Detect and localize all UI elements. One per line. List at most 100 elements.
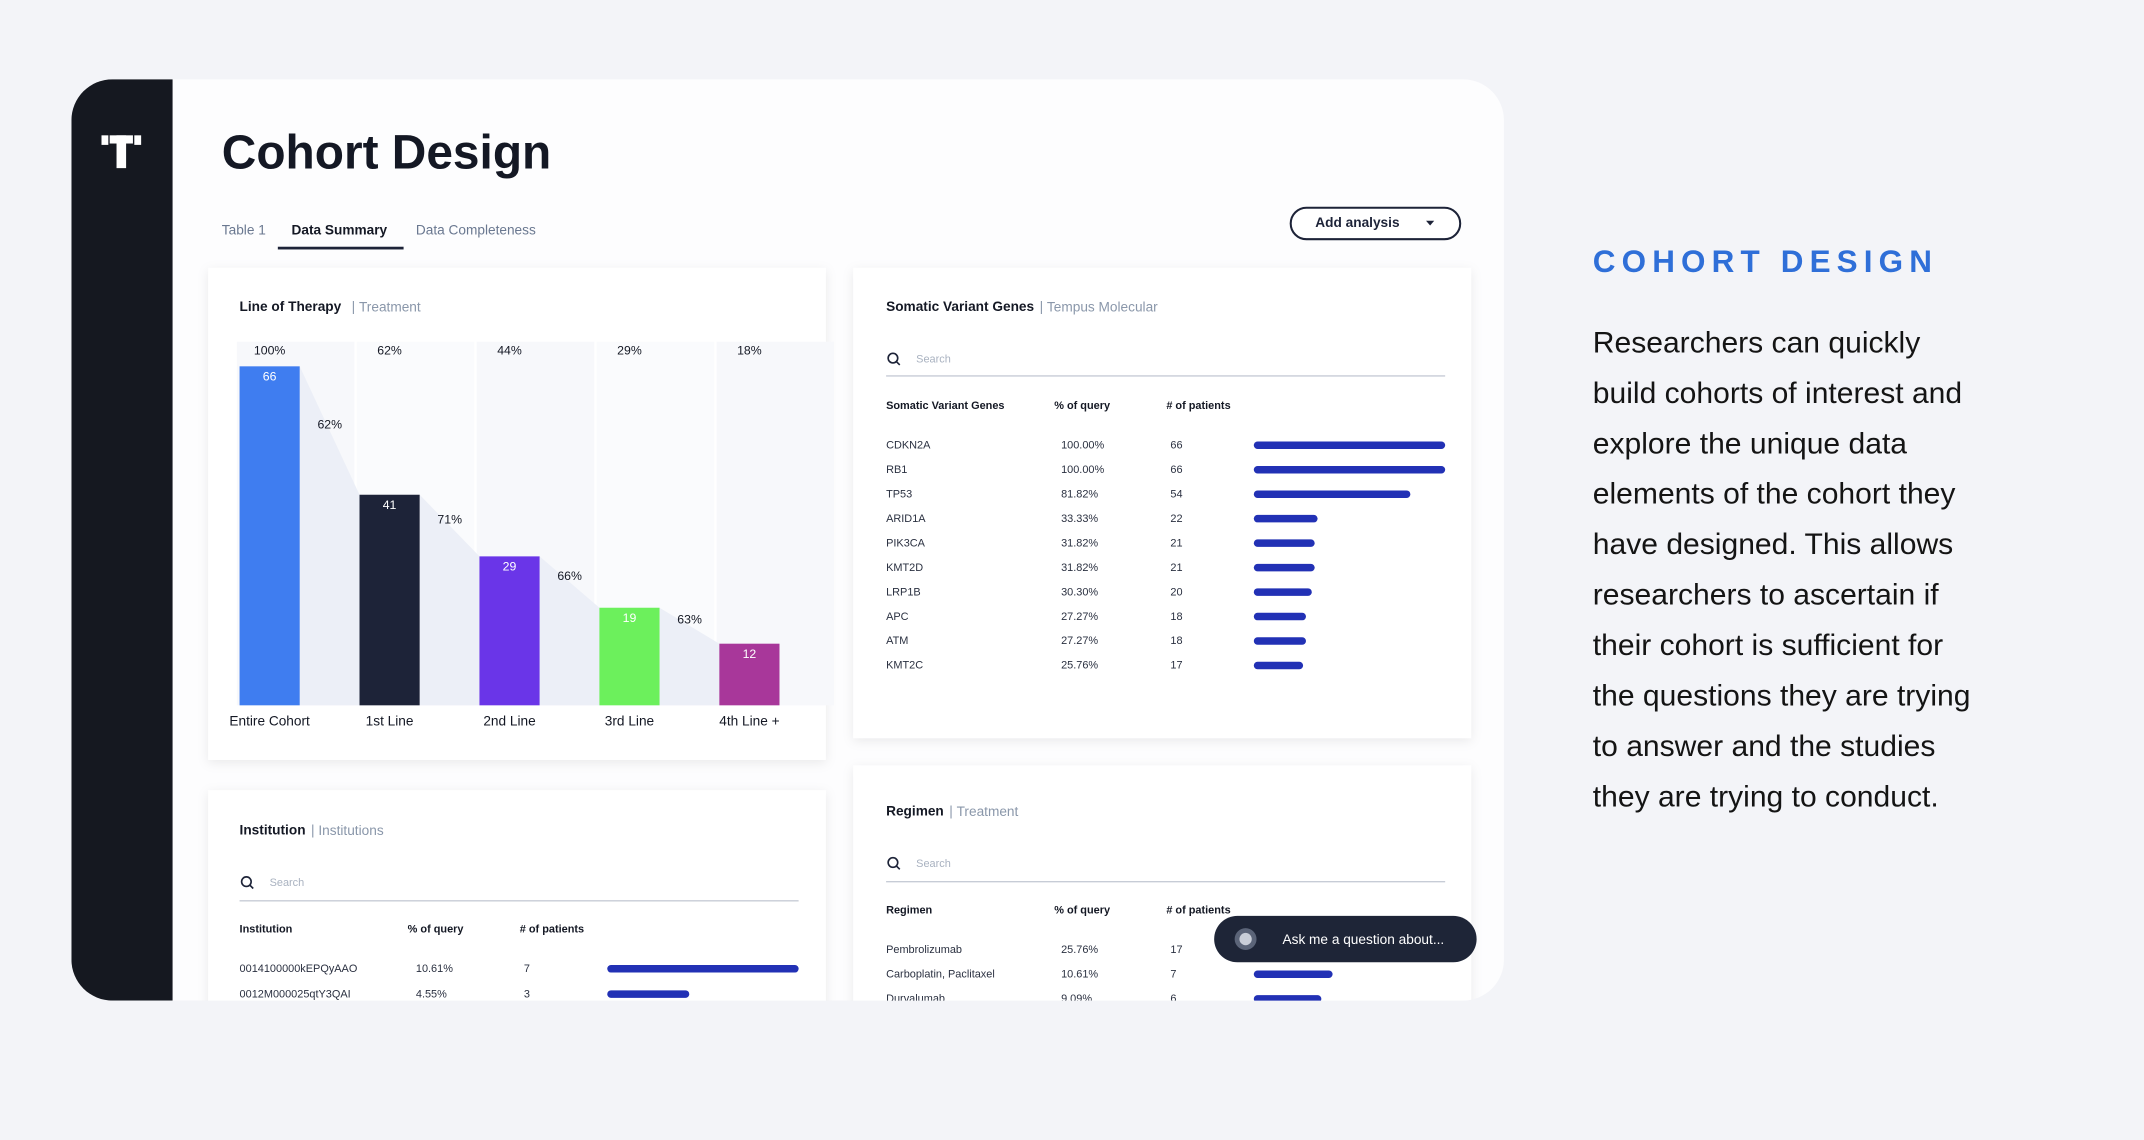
page-title: Cohort Design (222, 126, 551, 179)
bar (719, 643, 780, 706)
button-label[interactable]: Add analysis (1315, 215, 1400, 230)
table-cell: 6 (1170, 993, 1176, 1005)
x-tick-label: 1st Line (366, 713, 414, 728)
table-cell: 31.82% (1061, 537, 1098, 549)
drop-area (539, 556, 600, 706)
table-cell: 22 (1170, 513, 1182, 525)
table-cell: 66 (1170, 464, 1182, 476)
patients-bar (1253, 588, 1312, 596)
table-cell: ATM (886, 635, 908, 647)
column-header: Institution (240, 923, 293, 935)
panel (853, 267, 1472, 739)
x-tick-label: 3rd Line (605, 713, 654, 728)
add-analysis-button[interactable]: Add analysis (1289, 206, 1462, 241)
search-placeholder[interactable]: Search (916, 858, 951, 870)
table-cell: 4.55% (416, 988, 447, 1000)
tab[interactable]: Data Completeness (416, 223, 536, 238)
bar (359, 494, 420, 706)
retention-label: 66% (557, 569, 582, 583)
table-cell: KMT2C (886, 660, 923, 672)
bar-value-label: 19 (623, 611, 637, 625)
patients-bar (607, 965, 799, 973)
table-cell: 18 (1170, 611, 1182, 623)
column-header: % of query (1054, 904, 1111, 916)
table-cell: 27.27% (1061, 635, 1098, 647)
bar-value-label: 29 (503, 560, 517, 574)
bar (479, 556, 540, 706)
x-tick-label: Entire Cohort (229, 713, 310, 728)
patients-bar (1253, 612, 1306, 621)
logo (101, 135, 142, 169)
table-cell: 30.30% (1061, 586, 1098, 598)
table-cell: 17 (1170, 660, 1182, 672)
tab[interactable]: Table 1 (222, 223, 266, 238)
table-cell: 0014100000kEPQyAAO (240, 963, 358, 975)
table-cell: 7 (524, 963, 530, 975)
table-cell: 27.27% (1061, 611, 1098, 623)
search-icon-handle[interactable] (249, 884, 254, 890)
search-placeholder[interactable]: Search (270, 877, 305, 889)
table-cell: 54 (1170, 488, 1182, 500)
search-icon[interactable] (887, 856, 899, 869)
bar-value-label: 66 (263, 370, 277, 384)
table-cell: ARID1A (886, 513, 926, 525)
table-cell: Pembrolizumab (886, 944, 962, 956)
bar-value-label: 41 (383, 498, 397, 512)
sidebar (71, 79, 173, 1001)
table-cell: 31.82% (1061, 562, 1098, 574)
search-icon-handle[interactable] (895, 865, 901, 870)
table-cell: 81.82% (1061, 488, 1098, 500)
description-line: their cohort is sufficient for (1593, 629, 1943, 662)
patients-bar (607, 990, 690, 998)
table-cell: Durvalumab (886, 993, 945, 1005)
drop-area (299, 366, 360, 706)
column-header: # of patients (1166, 400, 1230, 412)
panel-title: Institution (240, 823, 306, 838)
search-icon[interactable] (887, 352, 899, 364)
search-placeholder[interactable]: Search (916, 353, 951, 365)
table-cell: 7 (1170, 968, 1176, 980)
panel-subtitle: | Tempus Molecular (1040, 299, 1159, 314)
panel-subtitle: | Treatment (949, 804, 1018, 819)
patients-bar (1253, 995, 1322, 1001)
description-line: build cohorts of interest and (1593, 377, 1962, 410)
table-cell: LRP1B (886, 586, 921, 598)
search-icon[interactable] (240, 876, 252, 888)
chat-button[interactable]: Ask me a question about... (1214, 915, 1477, 963)
retention-label: 62% (317, 417, 342, 431)
search-icon-handle[interactable] (895, 360, 901, 366)
tab[interactable]: Data Summary (291, 223, 387, 238)
description-line: researchers to ascertain if (1593, 579, 1940, 612)
table-cell: Carboplatin, Paclitaxel (886, 968, 995, 980)
description-line: the questions they are trying (1593, 679, 1971, 712)
table-cell: PIK3CA (886, 537, 926, 549)
table-cell: RB1 (886, 464, 907, 476)
column-header: Somatic Variant Genes (886, 400, 1004, 412)
panel (853, 765, 1472, 1001)
chart-subtitle-text: Treatment (359, 299, 421, 314)
share-label: 18% (737, 344, 762, 358)
chat-label[interactable]: Ask me a question about... (1283, 932, 1445, 947)
column-header: % of query (408, 923, 465, 935)
patients-bar (1253, 661, 1304, 670)
description-line: elements of the cohort they (1593, 478, 1956, 511)
patients-bar (1253, 539, 1315, 547)
app-window: Cohort Design Table 1 Data Summary Data Co… (71, 79, 1504, 1005)
share-label: 29% (617, 344, 642, 358)
share-label: 100% (254, 344, 286, 358)
table-cell: 25.76% (1061, 660, 1098, 672)
panel-title: Somatic Variant Genes (886, 299, 1034, 314)
table-cell: 3 (524, 988, 530, 1000)
bar (239, 366, 300, 706)
tables: Somatic Variant Genes | Tempus Molecular S… (239, 299, 1446, 1005)
description-line: they are trying to conduct. (1593, 780, 1939, 813)
table-cell: 17 (1170, 944, 1182, 956)
chart-subtitle: | Treatment (352, 299, 421, 314)
table-cell: 20 (1170, 586, 1182, 598)
table-cell: KMT2D (886, 562, 923, 574)
table-cell: TP53 (886, 488, 912, 500)
patients-bar (1253, 490, 1411, 498)
column-header: % of query (1054, 400, 1111, 412)
